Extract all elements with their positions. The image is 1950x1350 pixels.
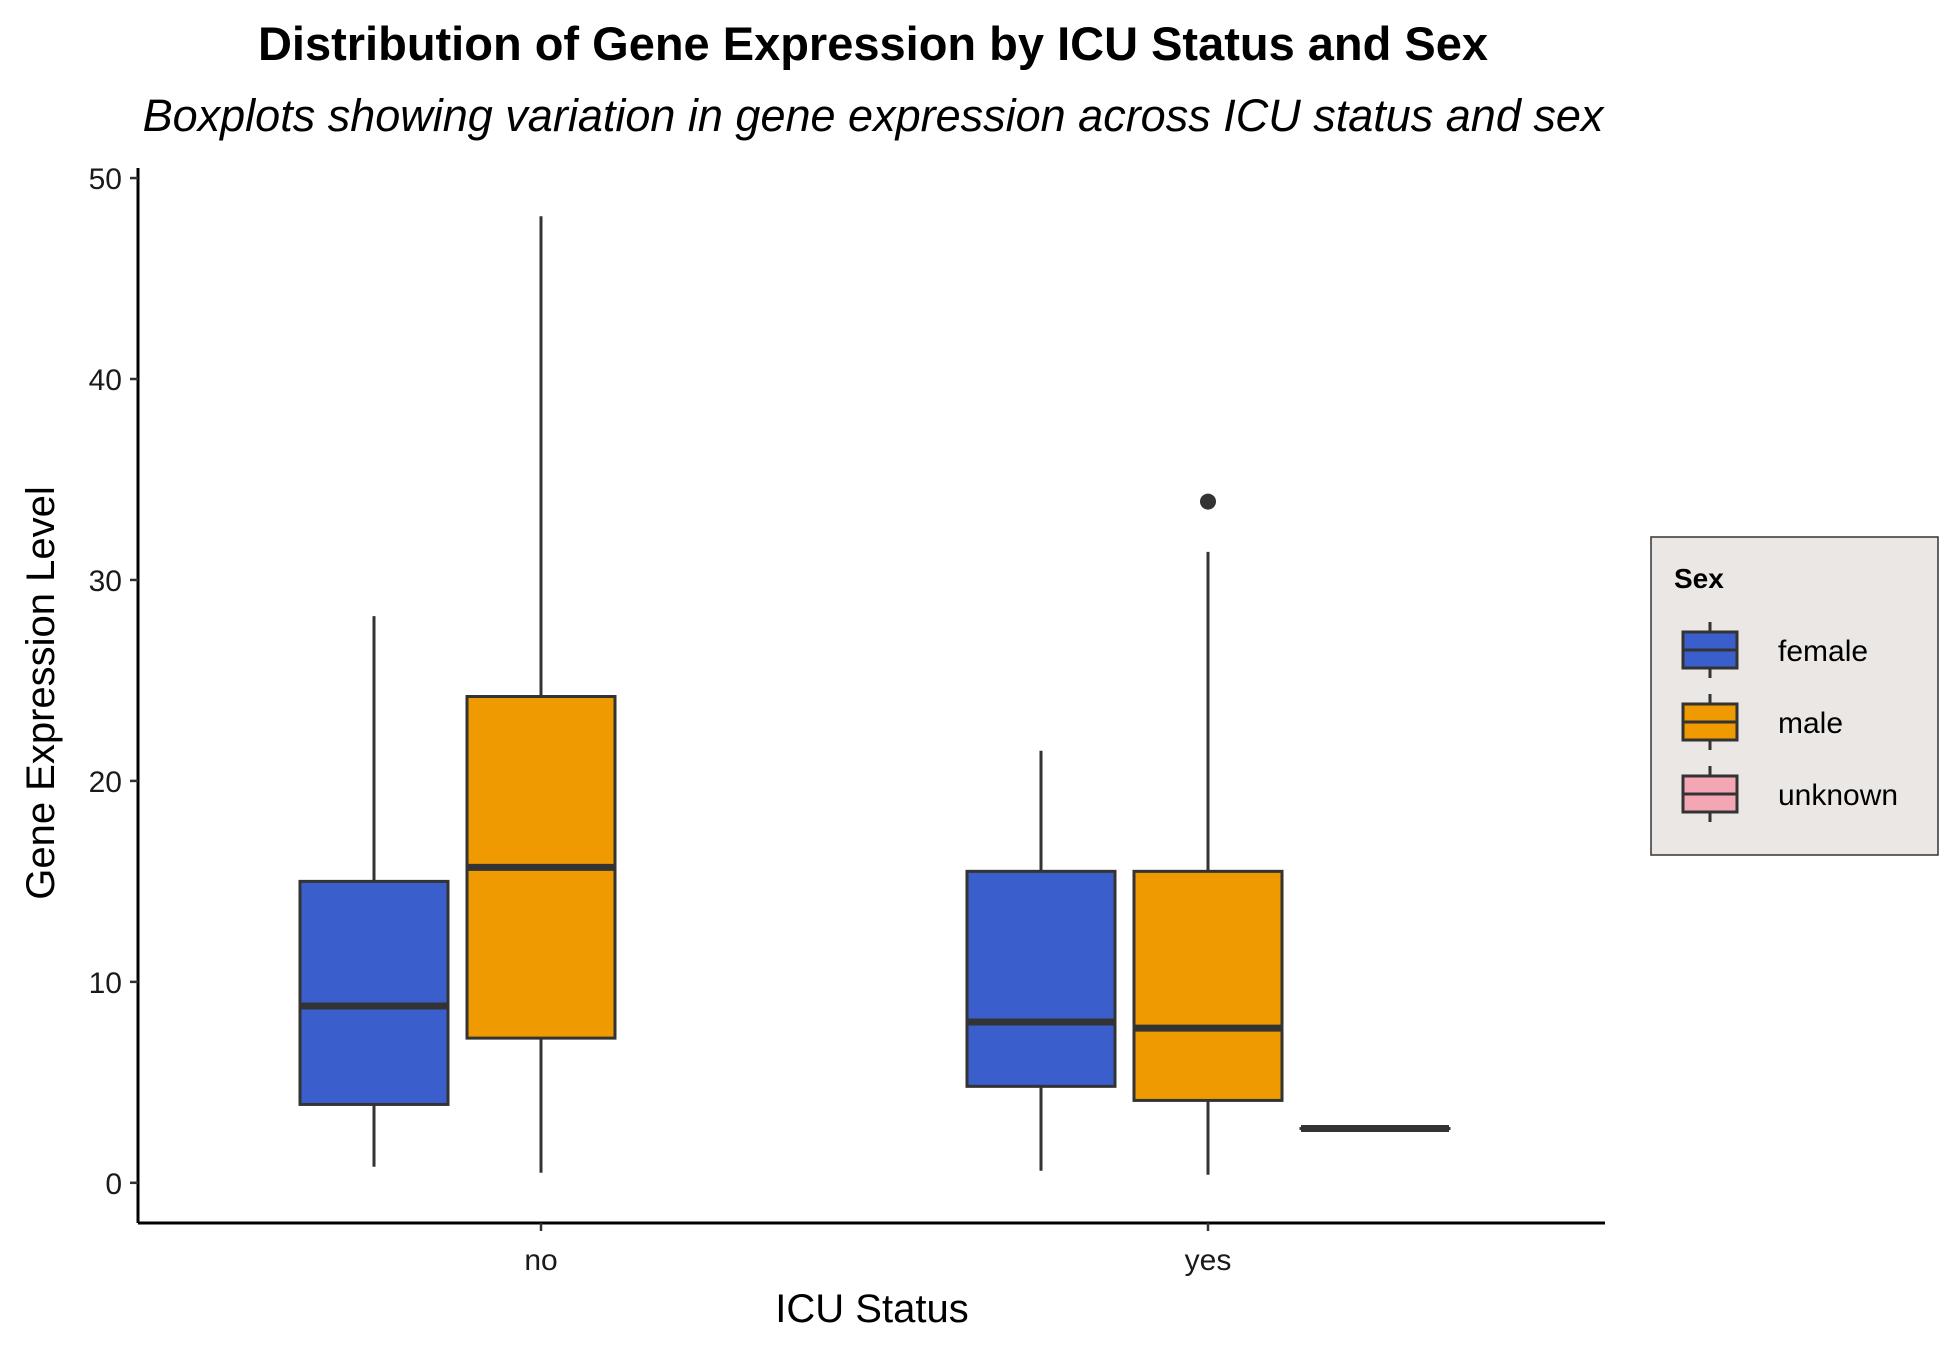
y-tick-label: 40	[89, 364, 122, 397]
x-axis-ticks: no yes	[524, 1223, 1231, 1277]
box-iqr	[1132, 869, 1284, 1102]
x-tick-label: yes	[1185, 1244, 1232, 1277]
box-iqr	[965, 869, 1117, 1088]
y-tick-label: 10	[89, 967, 122, 1000]
y-axis-title: Gene Expression Level	[19, 486, 63, 900]
x-axis-title: ICU Status	[775, 1287, 968, 1331]
y-tick-label: 0	[105, 1168, 122, 1201]
y-axis-ticks: 0 10 20 30 40 50	[89, 163, 138, 1201]
legend-entry-female: female	[1681, 622, 1868, 678]
y-tick-label: 30	[89, 565, 122, 598]
box-iqr	[298, 879, 450, 1106]
y-tick-label: 50	[89, 163, 122, 196]
legend-entry-male: male	[1681, 694, 1843, 750]
legend-entries: female male unknown	[1681, 622, 1898, 822]
legend-label: female	[1778, 635, 1868, 668]
box-male-yes	[1132, 493, 1284, 1175]
outlier-point	[1200, 493, 1216, 510]
y-tick-label: 20	[89, 766, 122, 799]
box-male-no	[465, 216, 617, 1173]
plot-area	[298, 216, 1451, 1175]
legend: Sex female male unknown	[1650, 536, 1939, 856]
legend-label: male	[1778, 707, 1843, 740]
legend-entry-unknown: unknown	[1681, 766, 1898, 822]
legend-label: unknown	[1778, 779, 1898, 812]
x-tick-label: no	[524, 1244, 557, 1277]
chart-title: Distribution of Gene Expression by ICU S…	[258, 17, 1488, 70]
chart-subtitle: Boxplots showing variation in gene expre…	[143, 90, 1605, 141]
box-female-yes	[965, 750, 1117, 1171]
box-female-no	[298, 616, 450, 1167]
legend-title: Sex	[1674, 563, 1724, 594]
